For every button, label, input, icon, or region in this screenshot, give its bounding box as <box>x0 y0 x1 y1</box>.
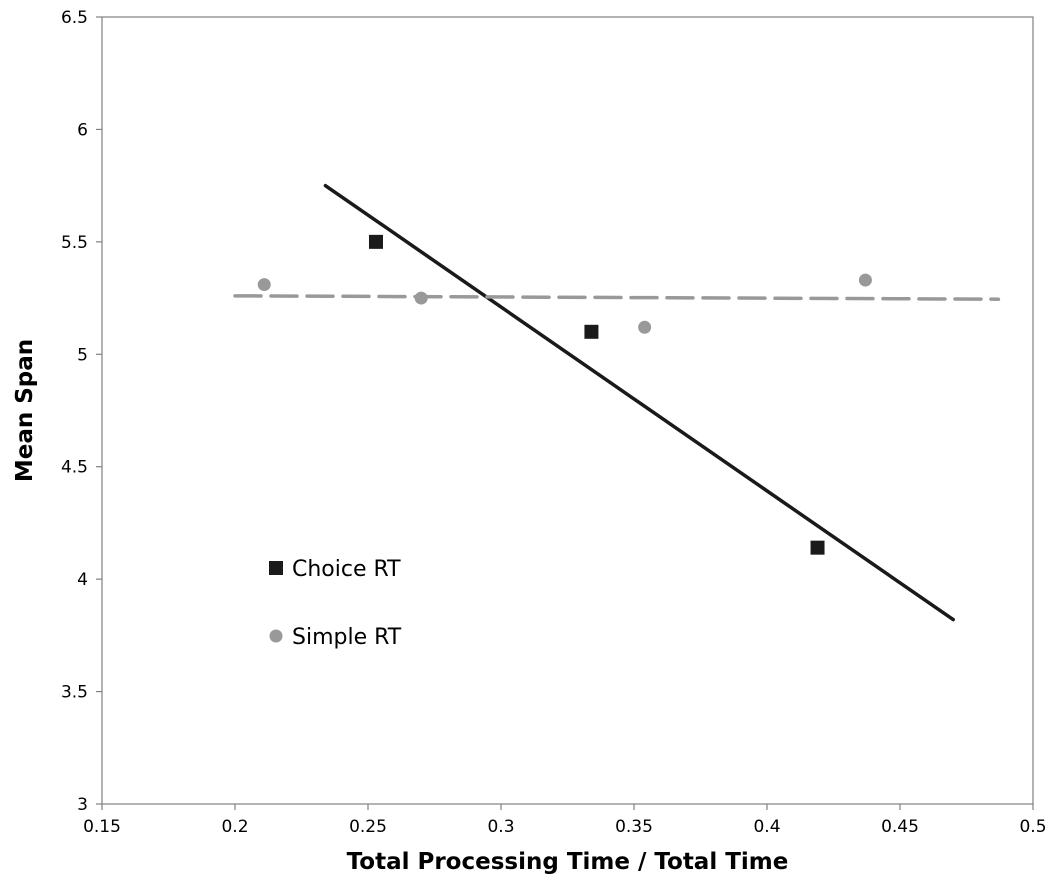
point-simple-rt <box>638 320 652 334</box>
x-tick-label: 0.35 <box>615 817 653 837</box>
trendline-simple-rt <box>233 294 1001 301</box>
point-choice-rt <box>584 324 599 339</box>
point-simple-rt <box>414 291 428 305</box>
plot-area <box>101 16 1034 805</box>
y-tick-label: 5 <box>77 345 88 365</box>
point-simple-rt <box>858 273 872 287</box>
y-tick-label: 3 <box>77 795 88 815</box>
point-simple-rt <box>257 278 271 292</box>
legend-label-simple-rt: Simple RT <box>292 625 402 650</box>
x-tick-label: 0.45 <box>881 817 919 837</box>
trendline-choice-rt <box>323 183 955 622</box>
legend: Choice RT Simple RT <box>269 557 402 650</box>
point-choice-rt <box>810 540 825 555</box>
x-tick-label: 0.2 <box>221 817 248 837</box>
x-tick-label: 0.25 <box>349 817 387 837</box>
x-tick-label: 0.15 <box>83 817 121 837</box>
y-tick-label: 6 <box>77 120 88 140</box>
legend-marker-simple-rt <box>269 629 283 643</box>
x-tick-label: 0.4 <box>753 817 780 837</box>
y-tick-label: 6.5 <box>61 8 88 28</box>
y-tick-label: 3.5 <box>61 683 88 703</box>
y-tick-label: 4.5 <box>61 458 88 478</box>
x-axis: 0.15 0.2 0.25 0.3 0.35 0.4 0.45 0.5 <box>83 804 1047 837</box>
x-tick-label: 0.3 <box>487 817 514 837</box>
y-axis-title: Mean Span <box>12 339 38 482</box>
y-axis: 3 3.5 4 4.5 5 5.5 6 6.5 <box>61 8 102 815</box>
plot-border <box>101 16 1034 805</box>
data-markers <box>257 234 872 555</box>
y-tick-label: 4 <box>77 570 88 590</box>
x-tick-label: 0.5 <box>1019 817 1046 837</box>
legend-label-choice-rt: Choice RT <box>292 557 401 582</box>
point-choice-rt <box>368 234 383 249</box>
x-axis-title: Total Processing Time / Total Time <box>347 849 789 875</box>
y-tick-label: 5.5 <box>61 233 88 253</box>
trendlines <box>233 183 1001 622</box>
legend-marker-choice-rt <box>269 561 283 575</box>
